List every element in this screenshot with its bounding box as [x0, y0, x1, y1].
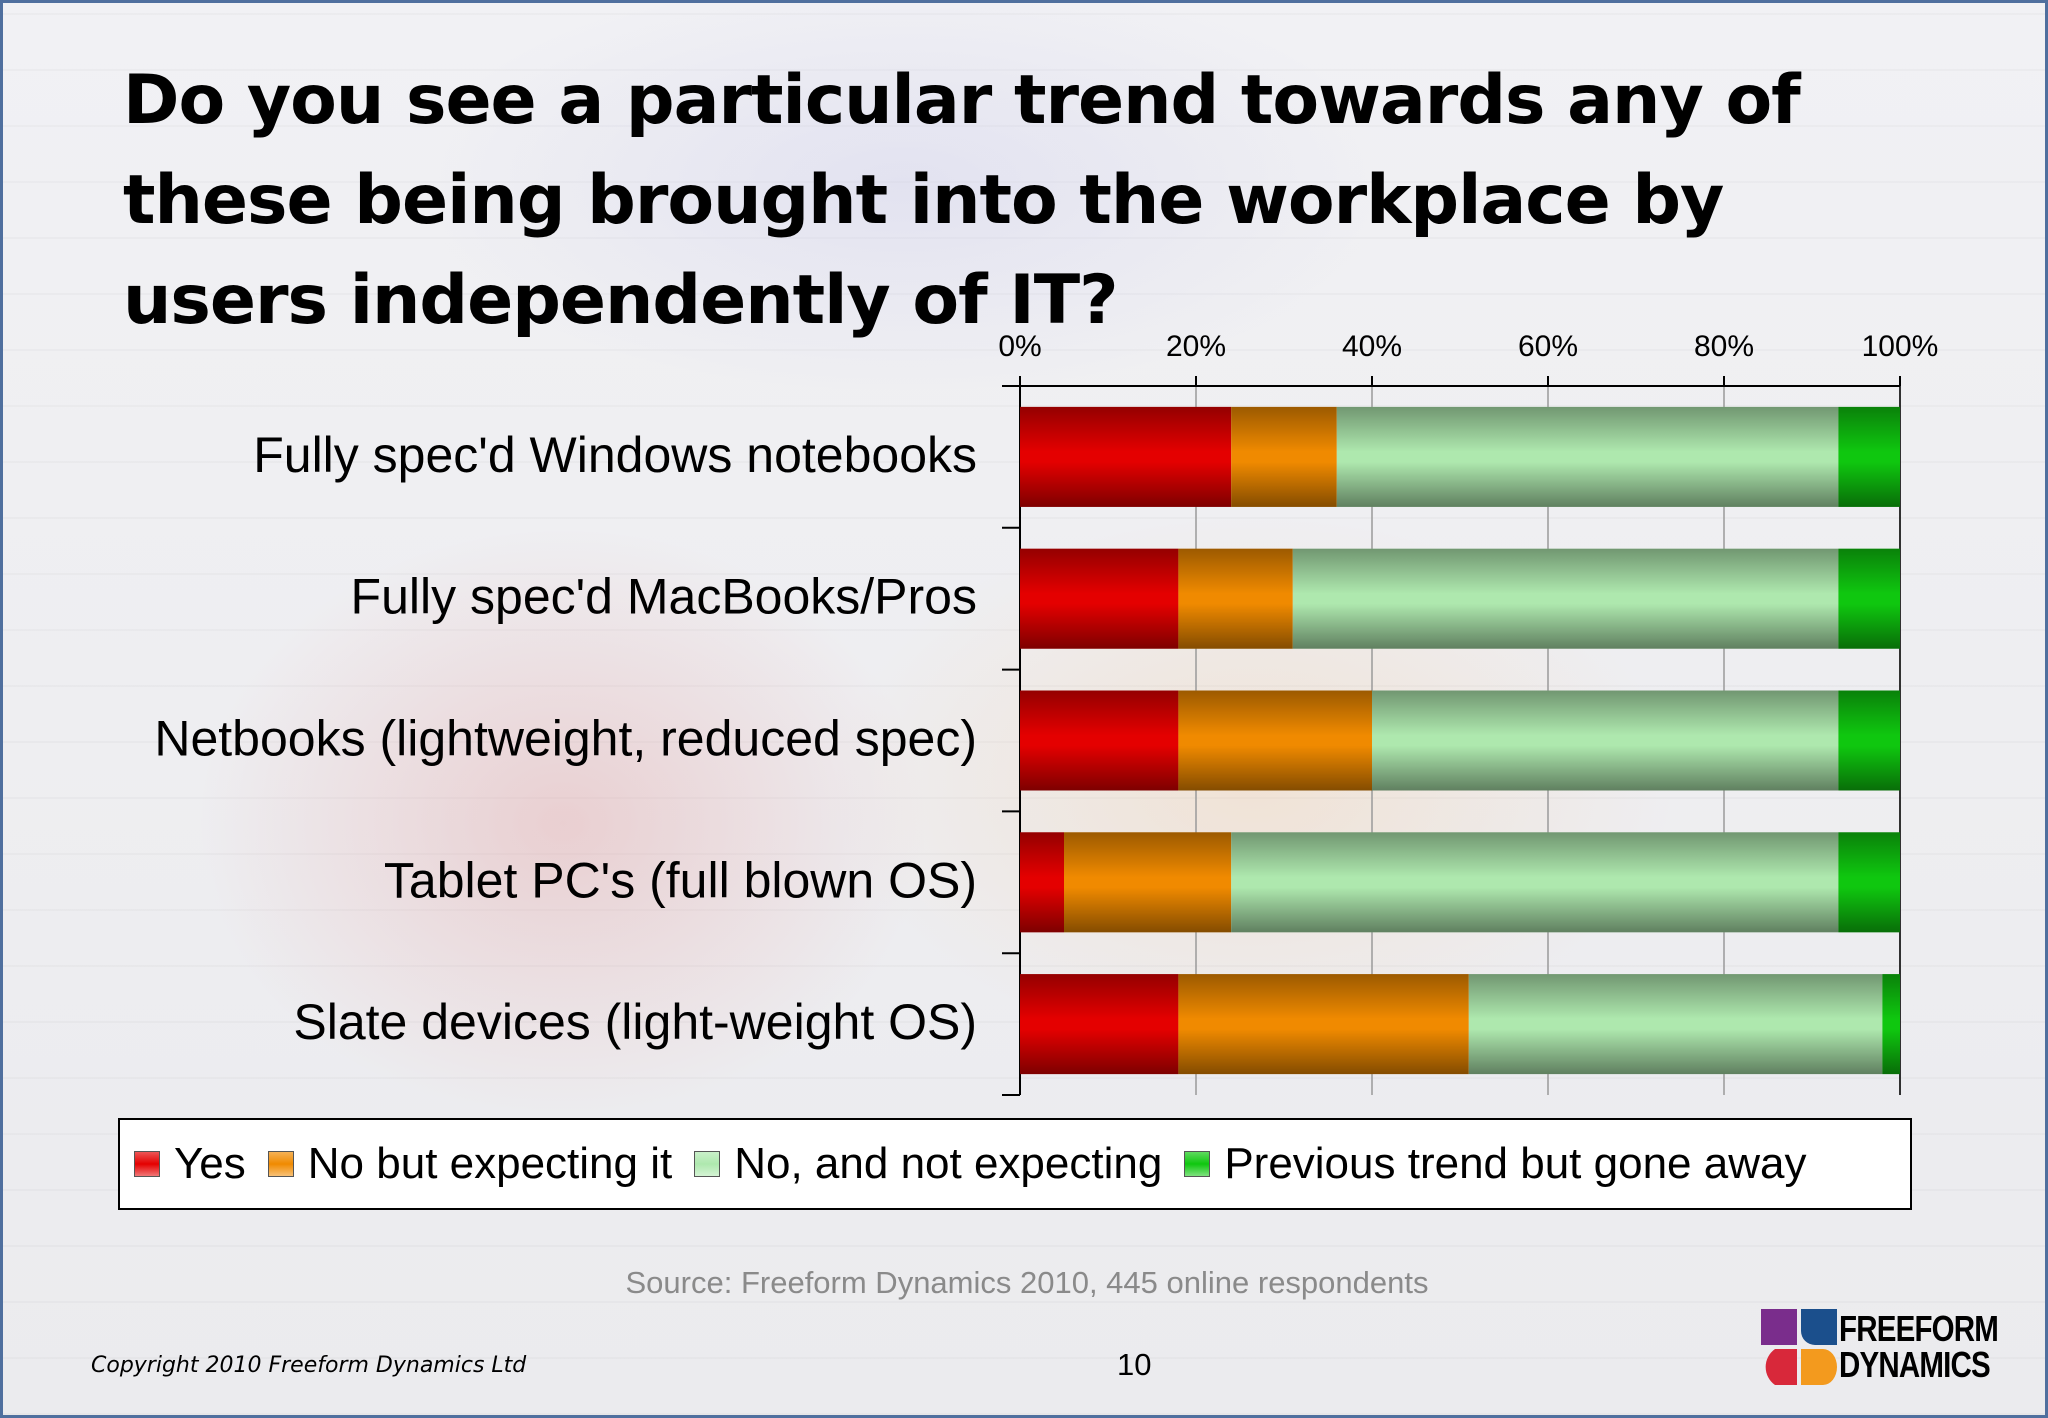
- legend-label: No but expecting it: [307, 1139, 673, 1188]
- bar-segment-shading: [1020, 690, 1179, 791]
- copyright-text: Copyright 2010 Freeform Dynamics Ltd: [91, 1353, 527, 1378]
- logo-mark-icon: [1761, 1309, 1837, 1385]
- slide-title: Do you see a particular trend towards an…: [123, 61, 1801, 340]
- source-note: Source: Freeform Dynamics 2010, 445 onli…: [625, 1265, 1429, 1300]
- category-label: Fully spec'd MacBooks/Pros: [351, 569, 977, 625]
- logo-text-line2: DYNAMICS: [1839, 1344, 1991, 1385]
- stacked-bar-chart: 0% 20% 40% 60% 80% 100% Fully spec'd Windows n…: [154, 330, 1939, 1096]
- bar-segment-shading: [1838, 690, 1900, 791]
- legend-item: No, and not expecting: [694, 1139, 1162, 1189]
- bar-segment-shading: [1064, 832, 1232, 933]
- bar-segment-shading: [1020, 548, 1179, 649]
- x-tick-label: 60%: [1518, 330, 1578, 363]
- freeform-dynamics-logo: FREEFORM DYNAMICS: [1761, 1309, 2009, 1385]
- bar-segment-shading: [1292, 548, 1839, 649]
- category-label: Netbooks (lightweight, reduced spec): [154, 711, 977, 767]
- category-label: Tablet PC's (full blown OS): [384, 852, 977, 908]
- x-tick-label: 20%: [1166, 330, 1226, 363]
- legend-item: No but expecting it: [267, 1139, 673, 1189]
- x-tick-label: 40%: [1342, 330, 1402, 363]
- legend-swatch: [1184, 1151, 1211, 1177]
- legend-swatch: [267, 1151, 294, 1177]
- legend-swatch: [134, 1151, 160, 1177]
- bar-segment-shading: [1231, 406, 1337, 507]
- x-tick-label: 100%: [1862, 330, 1939, 363]
- x-tick-label: 80%: [1694, 330, 1754, 363]
- bar-segment-shading: [1336, 406, 1839, 507]
- bar-segment-shading: [1020, 974, 1179, 1075]
- bar-segment-shading: [1882, 974, 1900, 1075]
- x-tick-label: 0%: [998, 330, 1041, 363]
- page-number: 10: [1117, 1347, 1152, 1382]
- legend-item: Yes: [134, 1139, 246, 1189]
- bar-segment-shading: [1231, 832, 1839, 933]
- bar-segment-shading: [1468, 974, 1883, 1075]
- bar-segment-shading: [1838, 548, 1900, 649]
- bar-segment-shading: [1178, 548, 1293, 649]
- bar-segment-shading: [1372, 690, 1839, 791]
- legend-swatch: [694, 1151, 721, 1177]
- legend-label: Previous trend but gone away: [1224, 1139, 1807, 1188]
- legend-label: Yes: [174, 1139, 246, 1188]
- legend-item: Previous trend but gone away: [1184, 1139, 1806, 1189]
- bar-segment-shading: [1838, 832, 1900, 933]
- bar-segment-shading: [1178, 690, 1372, 791]
- bar-segment-shading: [1020, 406, 1232, 507]
- bar-segment-shading: [1838, 406, 1900, 507]
- chart-legend: Yes No but expecting it No, and not expect…: [118, 1118, 1912, 1210]
- category-label: Fully spec'd Windows notebooks: [253, 427, 977, 483]
- logo-text-line1: FREEFORM: [1839, 1308, 1999, 1349]
- bar-segment-shading: [1178, 974, 1469, 1075]
- legend-label: No, and not expecting: [734, 1139, 1163, 1188]
- bar-segment-shading: [1020, 832, 1064, 933]
- category-label: Slate devices (light-weight OS): [293, 994, 977, 1050]
